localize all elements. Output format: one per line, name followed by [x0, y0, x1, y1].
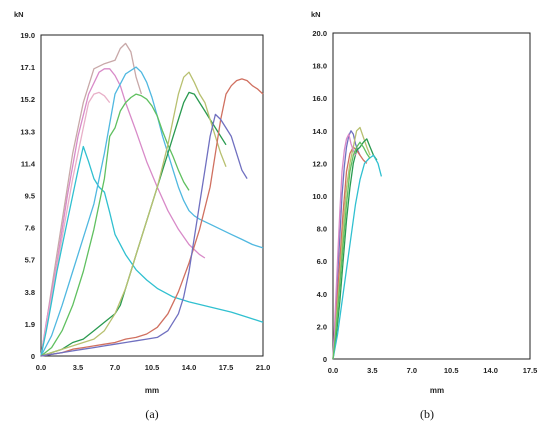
- chart-b-y-tick-label: 4.0: [317, 290, 327, 299]
- chart-b-y-tick-label: 8.0: [317, 225, 327, 234]
- chart-b-y-tick-label: 6.0: [317, 257, 327, 266]
- chart-a-y-tick-label: 13.3: [20, 127, 35, 136]
- chart-a-caption: (a): [145, 407, 158, 421]
- chart-a-x-tick-label: 14.0: [182, 363, 197, 372]
- chart-a-series-group: [40, 42, 264, 357]
- chart-b-y-unit: kN: [311, 10, 321, 19]
- chart-a-y-tick-label: 1.9: [25, 320, 35, 329]
- chart-a-series-8: [40, 71, 227, 357]
- chart-a-y-tick-label: 17.1: [20, 63, 35, 72]
- chart-b-tick-group: 0.0 3.5 7.0 10.5 14.0 17.5 0 2.0 4.0 6.0 8.0 10.0 12…: [312, 29, 537, 375]
- chart-a-x-unit: mm: [145, 386, 159, 395]
- chart-a-series-10: [40, 113, 248, 357]
- chart-b-series-1: [332, 130, 361, 360]
- chart-a-y-tick-label: 11.4: [21, 159, 36, 168]
- chart-a-y-tick-label: 5.7: [25, 256, 35, 265]
- chart-b-x-tick-label: 3.5: [367, 366, 377, 375]
- chart-b-series-7: [332, 141, 371, 360]
- chart-a-x-tick-label: 3.5: [73, 363, 83, 372]
- chart-b-x-tick-label: 17.5: [523, 366, 538, 375]
- chart-b-frame: [332, 32, 531, 360]
- chart-a-y-tick-label: 19.0: [20, 31, 35, 40]
- chart-b: 0.0 3.5 7.0 10.5 14.0 17.5 0 2.0 4.0 6.0 8.0 10.0 12…: [311, 10, 537, 421]
- chart-a-series-4: [40, 145, 264, 357]
- chart-b-caption: (b): [420, 407, 434, 421]
- chart-a-y-tick-label: 9.5: [25, 192, 35, 201]
- chart-a-x-tick-label: 17.5: [219, 363, 234, 372]
- chart-b-y-tick-label: 16.0: [312, 94, 327, 103]
- chart-b-series-3: [332, 126, 371, 360]
- chart-a-series-1: [40, 42, 143, 357]
- chart-a-series-5: [40, 66, 264, 357]
- chart-b-x-unit: mm: [430, 386, 444, 395]
- chart-b-series-4: [332, 138, 378, 360]
- chart-a-y-tick-label: 0: [31, 352, 35, 361]
- chart-a-y-tick-label: 15.2: [20, 95, 35, 104]
- chart-a-tick-group: 0.0 3.5 7.0 10.5 14.0 17.5 21.0 0 1.9 3.8 5.7 7.6 9.…: [20, 31, 270, 372]
- chart-b-y-tick-label: 20.0: [312, 29, 327, 38]
- chart-b-x-tick-label: 10.5: [444, 366, 459, 375]
- chart-b-y-tick-label: 18.0: [312, 62, 327, 71]
- chart-a-y-unit: kN: [14, 10, 24, 19]
- chart-b-y-tick-label: 2.0: [317, 322, 327, 331]
- chart-b-series-6: [332, 133, 357, 360]
- chart-a-y-tick-label: 7.6: [25, 224, 35, 233]
- chart-a-series-2: [40, 68, 206, 357]
- chart-b-y-tick-label: 12.0: [312, 159, 327, 168]
- chart-b-series-2: [332, 146, 368, 360]
- chart-b-series-5: [332, 154, 383, 360]
- chart-a-series-3: [40, 91, 111, 357]
- chart-a-x-tick-label: 7.0: [110, 363, 120, 372]
- chart-b-y-tick-label: 14.0: [312, 127, 327, 136]
- chart-a: 0.0 3.5 7.0 10.5 14.0 17.5 21.0 0 1.9 3.8 5.7 7.6 9.…: [14, 10, 270, 421]
- chart-b-y-tick-label: 0: [323, 355, 327, 364]
- chart-b-y-tick-label: 10.0: [312, 192, 327, 201]
- chart-a-series-9: [40, 78, 264, 357]
- chart-b-x-tick-label: 0.0: [328, 366, 338, 375]
- chart-b-x-tick-label: 7.0: [407, 366, 417, 375]
- chart-a-x-tick-label: 21.0: [256, 363, 271, 372]
- chart-b-x-tick-label: 14.0: [483, 366, 498, 375]
- chart-a-x-tick-label: 10.5: [145, 363, 160, 372]
- chart-b-series-group: [332, 126, 383, 360]
- chart-a-y-tick-label: 3.8: [25, 288, 35, 297]
- chart-a-frame: [40, 34, 264, 357]
- chart-a-x-tick-label: 0.0: [36, 363, 46, 372]
